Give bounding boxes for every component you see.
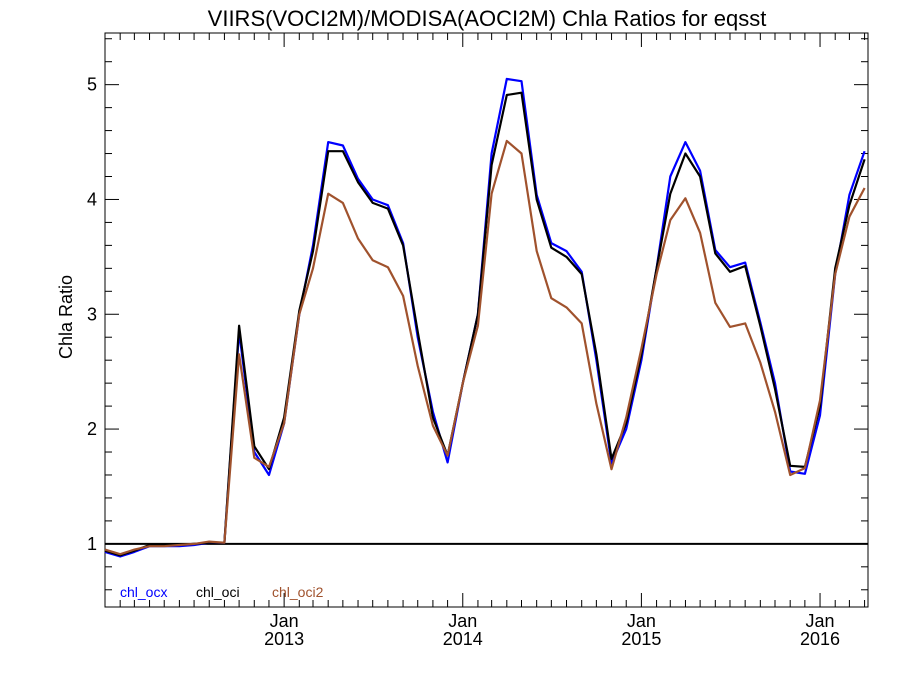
series-line-chl-oci	[104, 91, 866, 557]
x-tick-label-month: Jan	[270, 611, 299, 631]
plot-frame	[104, 32, 869, 608]
y-axis-label: Chla Ratio	[56, 275, 76, 359]
series-lines	[104, 77, 866, 558]
x-tick-label-month: Jan	[448, 611, 477, 631]
series-line-chl-oci2	[104, 139, 866, 556]
y-tick-label: 1	[87, 534, 97, 554]
x-tick-label-year: 2014	[443, 629, 483, 649]
x-tick-label-year: 2015	[621, 629, 661, 649]
axis-ticks	[104, 33, 868, 607]
y-tick-label: 2	[87, 419, 97, 439]
legend: chl_ocx chl_oci chl_oci2	[120, 584, 324, 600]
y-tick-label: 5	[87, 75, 97, 95]
x-tick-label-year: 2013	[264, 629, 304, 649]
x-tick-label-month: Jan	[806, 611, 835, 631]
legend-entry-chl-ocx: chl_ocx	[120, 584, 167, 600]
y-tick-label: 3	[87, 304, 97, 324]
legend-entry-chl-oci: chl_oci	[196, 584, 240, 600]
legend-entry-chl-oci2: chl_oci2	[272, 584, 324, 600]
chart-title: VIIRS(VOCI2M)/MODISA(AOCI2M) Chla Ratios…	[208, 6, 767, 31]
x-tick-label-year: 2016	[800, 629, 840, 649]
series-line-chl-ocx	[104, 77, 866, 558]
x-tick-label-month: Jan	[627, 611, 656, 631]
y-tick-label: 4	[87, 189, 97, 209]
